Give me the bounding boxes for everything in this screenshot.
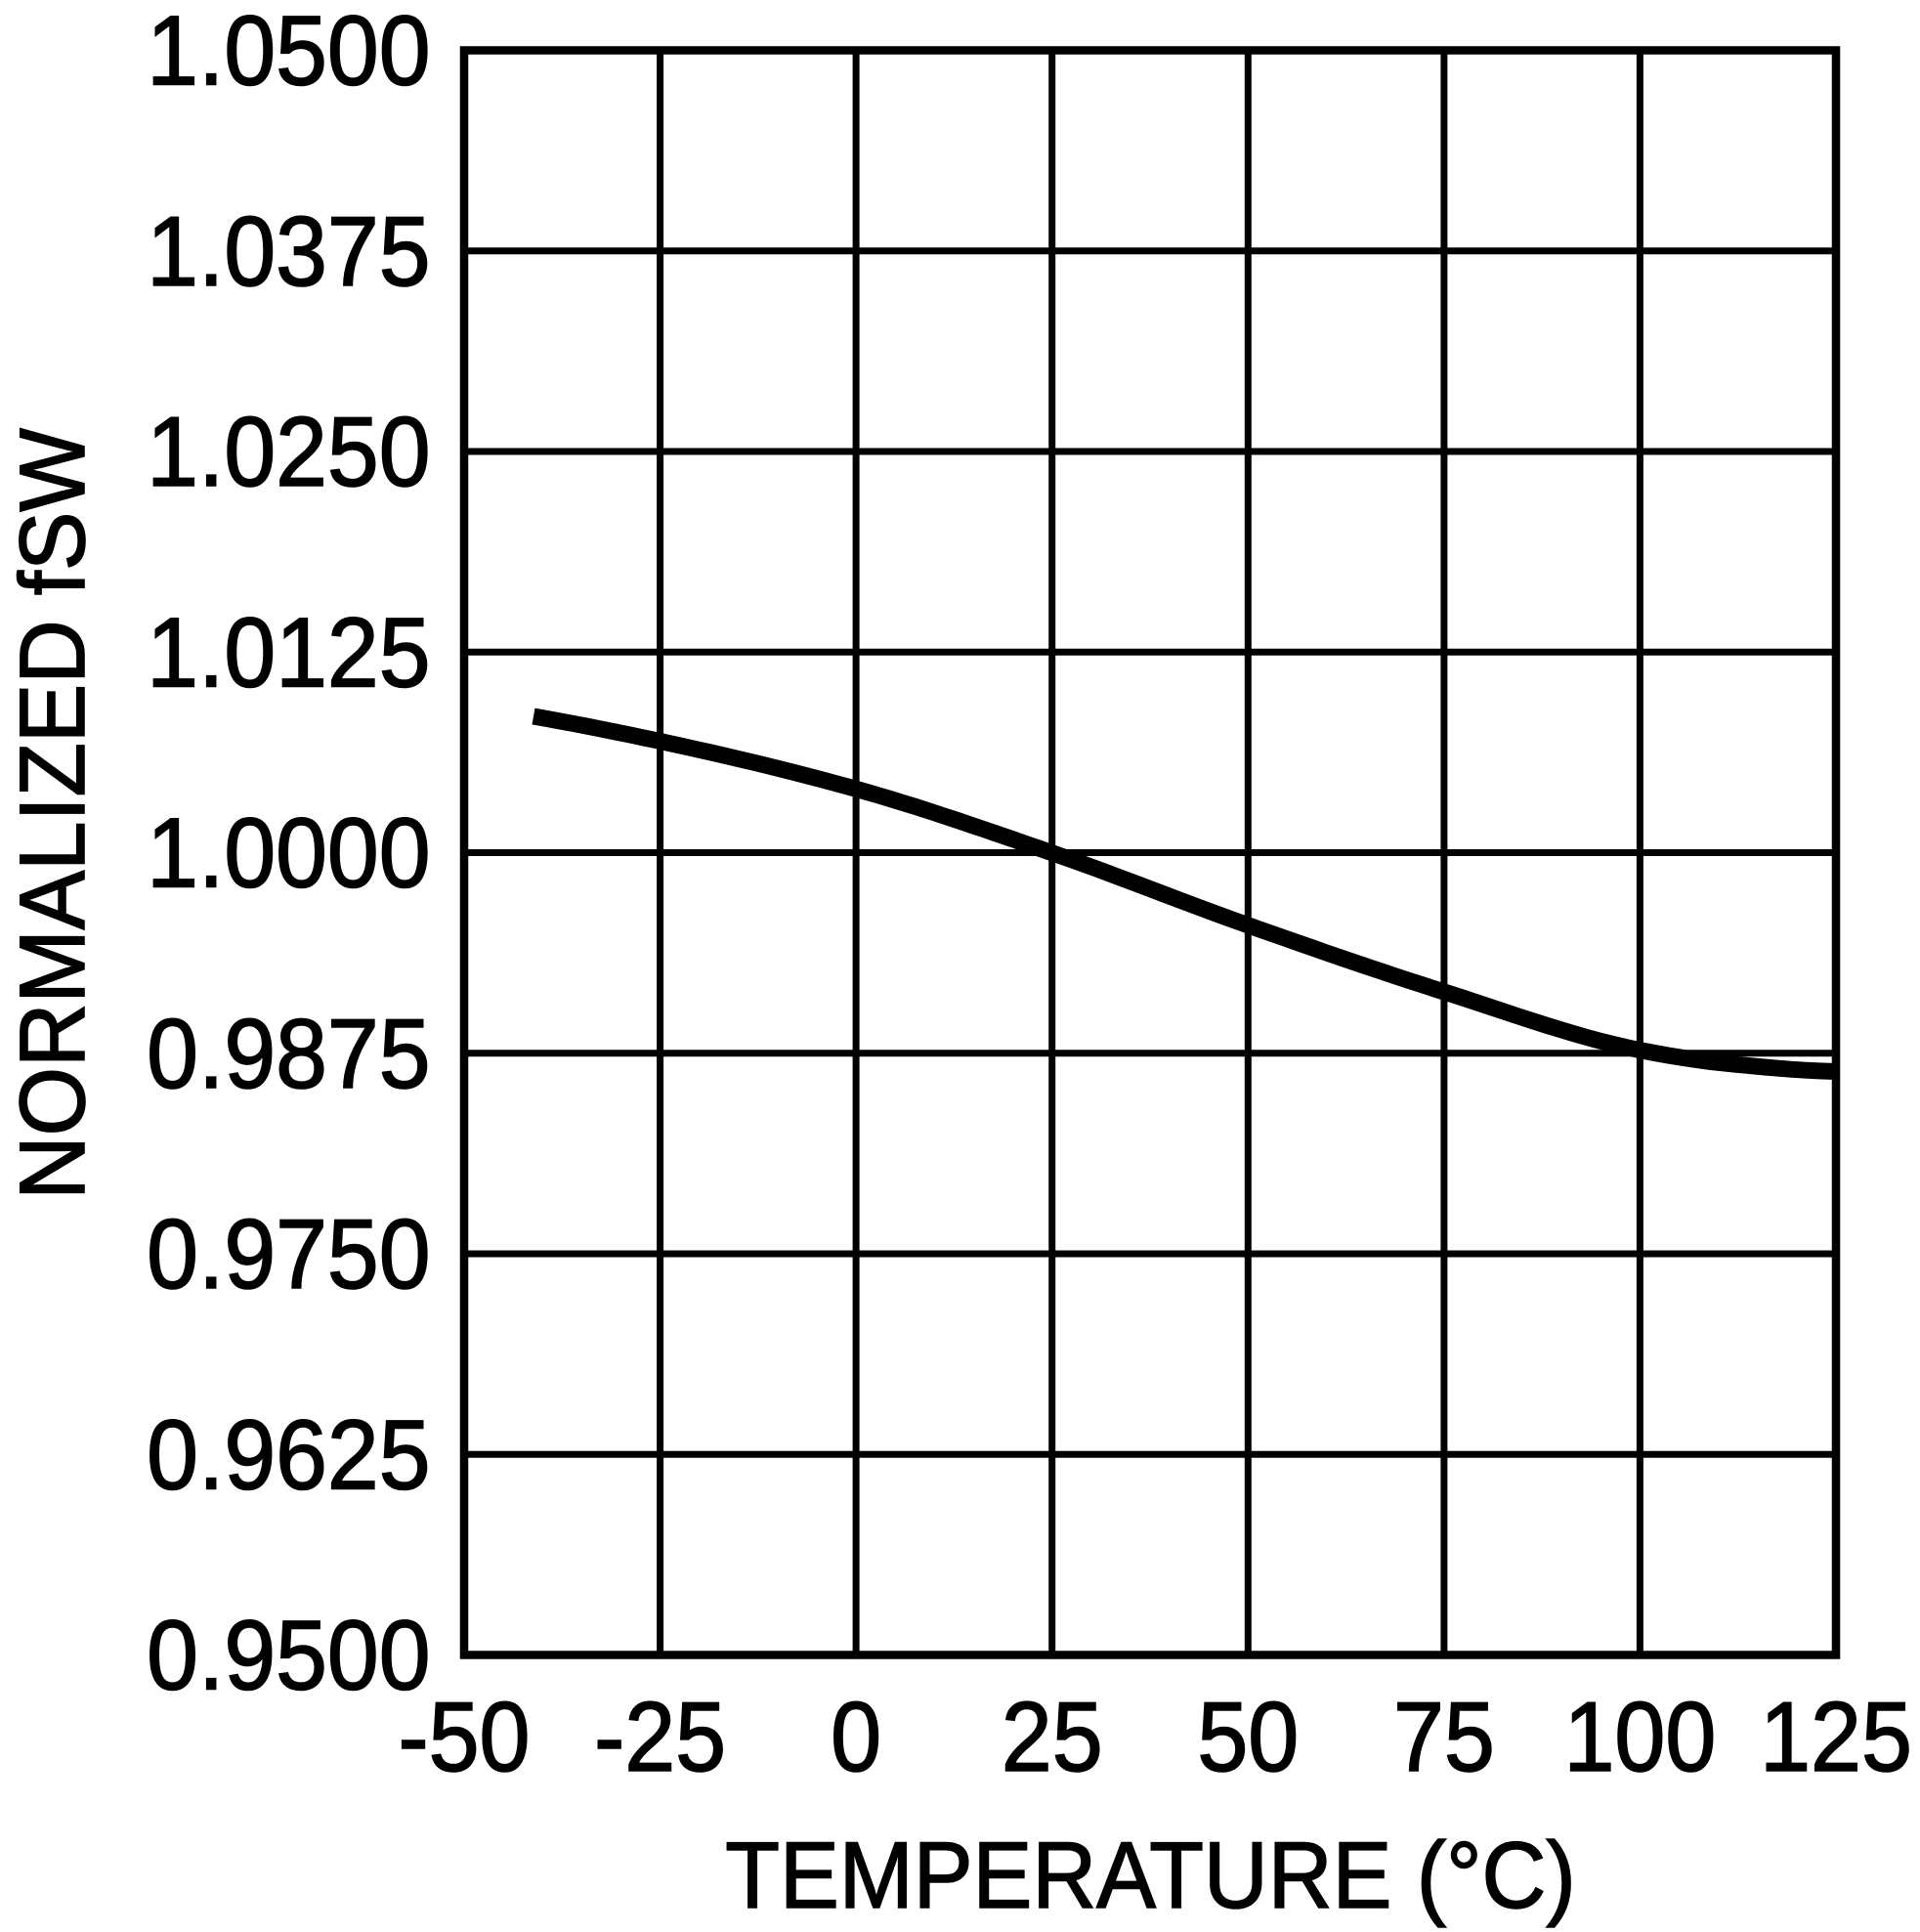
svg-text:1.0000: 1.0000 [147, 797, 430, 908]
svg-text:-50: -50 [398, 1682, 530, 1792]
svg-text:1.0500: 1.0500 [147, 0, 430, 106]
svg-text:1.0125: 1.0125 [147, 597, 430, 708]
svg-text:0.9500: 0.9500 [147, 1600, 430, 1710]
svg-text:125: 125 [1760, 1682, 1912, 1792]
svg-text:1.0250: 1.0250 [147, 396, 430, 506]
svg-text:0.9625: 0.9625 [147, 1399, 430, 1510]
svg-text:0.9750: 0.9750 [147, 1198, 430, 1309]
svg-text:1.0375: 1.0375 [147, 195, 430, 306]
svg-text:NORMALIZED fSW: NORMALIZED fSW [0, 428, 104, 1199]
svg-text:100: 100 [1563, 1682, 1716, 1792]
svg-text:TEMPERATURE (°C): TEMPERATURE (°C) [725, 1822, 1575, 1927]
svg-text:75: 75 [1393, 1682, 1495, 1792]
svg-text:0: 0 [831, 1682, 881, 1792]
svg-text:25: 25 [1002, 1682, 1103, 1792]
svg-text:0.9875: 0.9875 [147, 998, 430, 1108]
svg-text:50: 50 [1197, 1682, 1299, 1792]
svg-text:-25: -25 [594, 1682, 726, 1792]
